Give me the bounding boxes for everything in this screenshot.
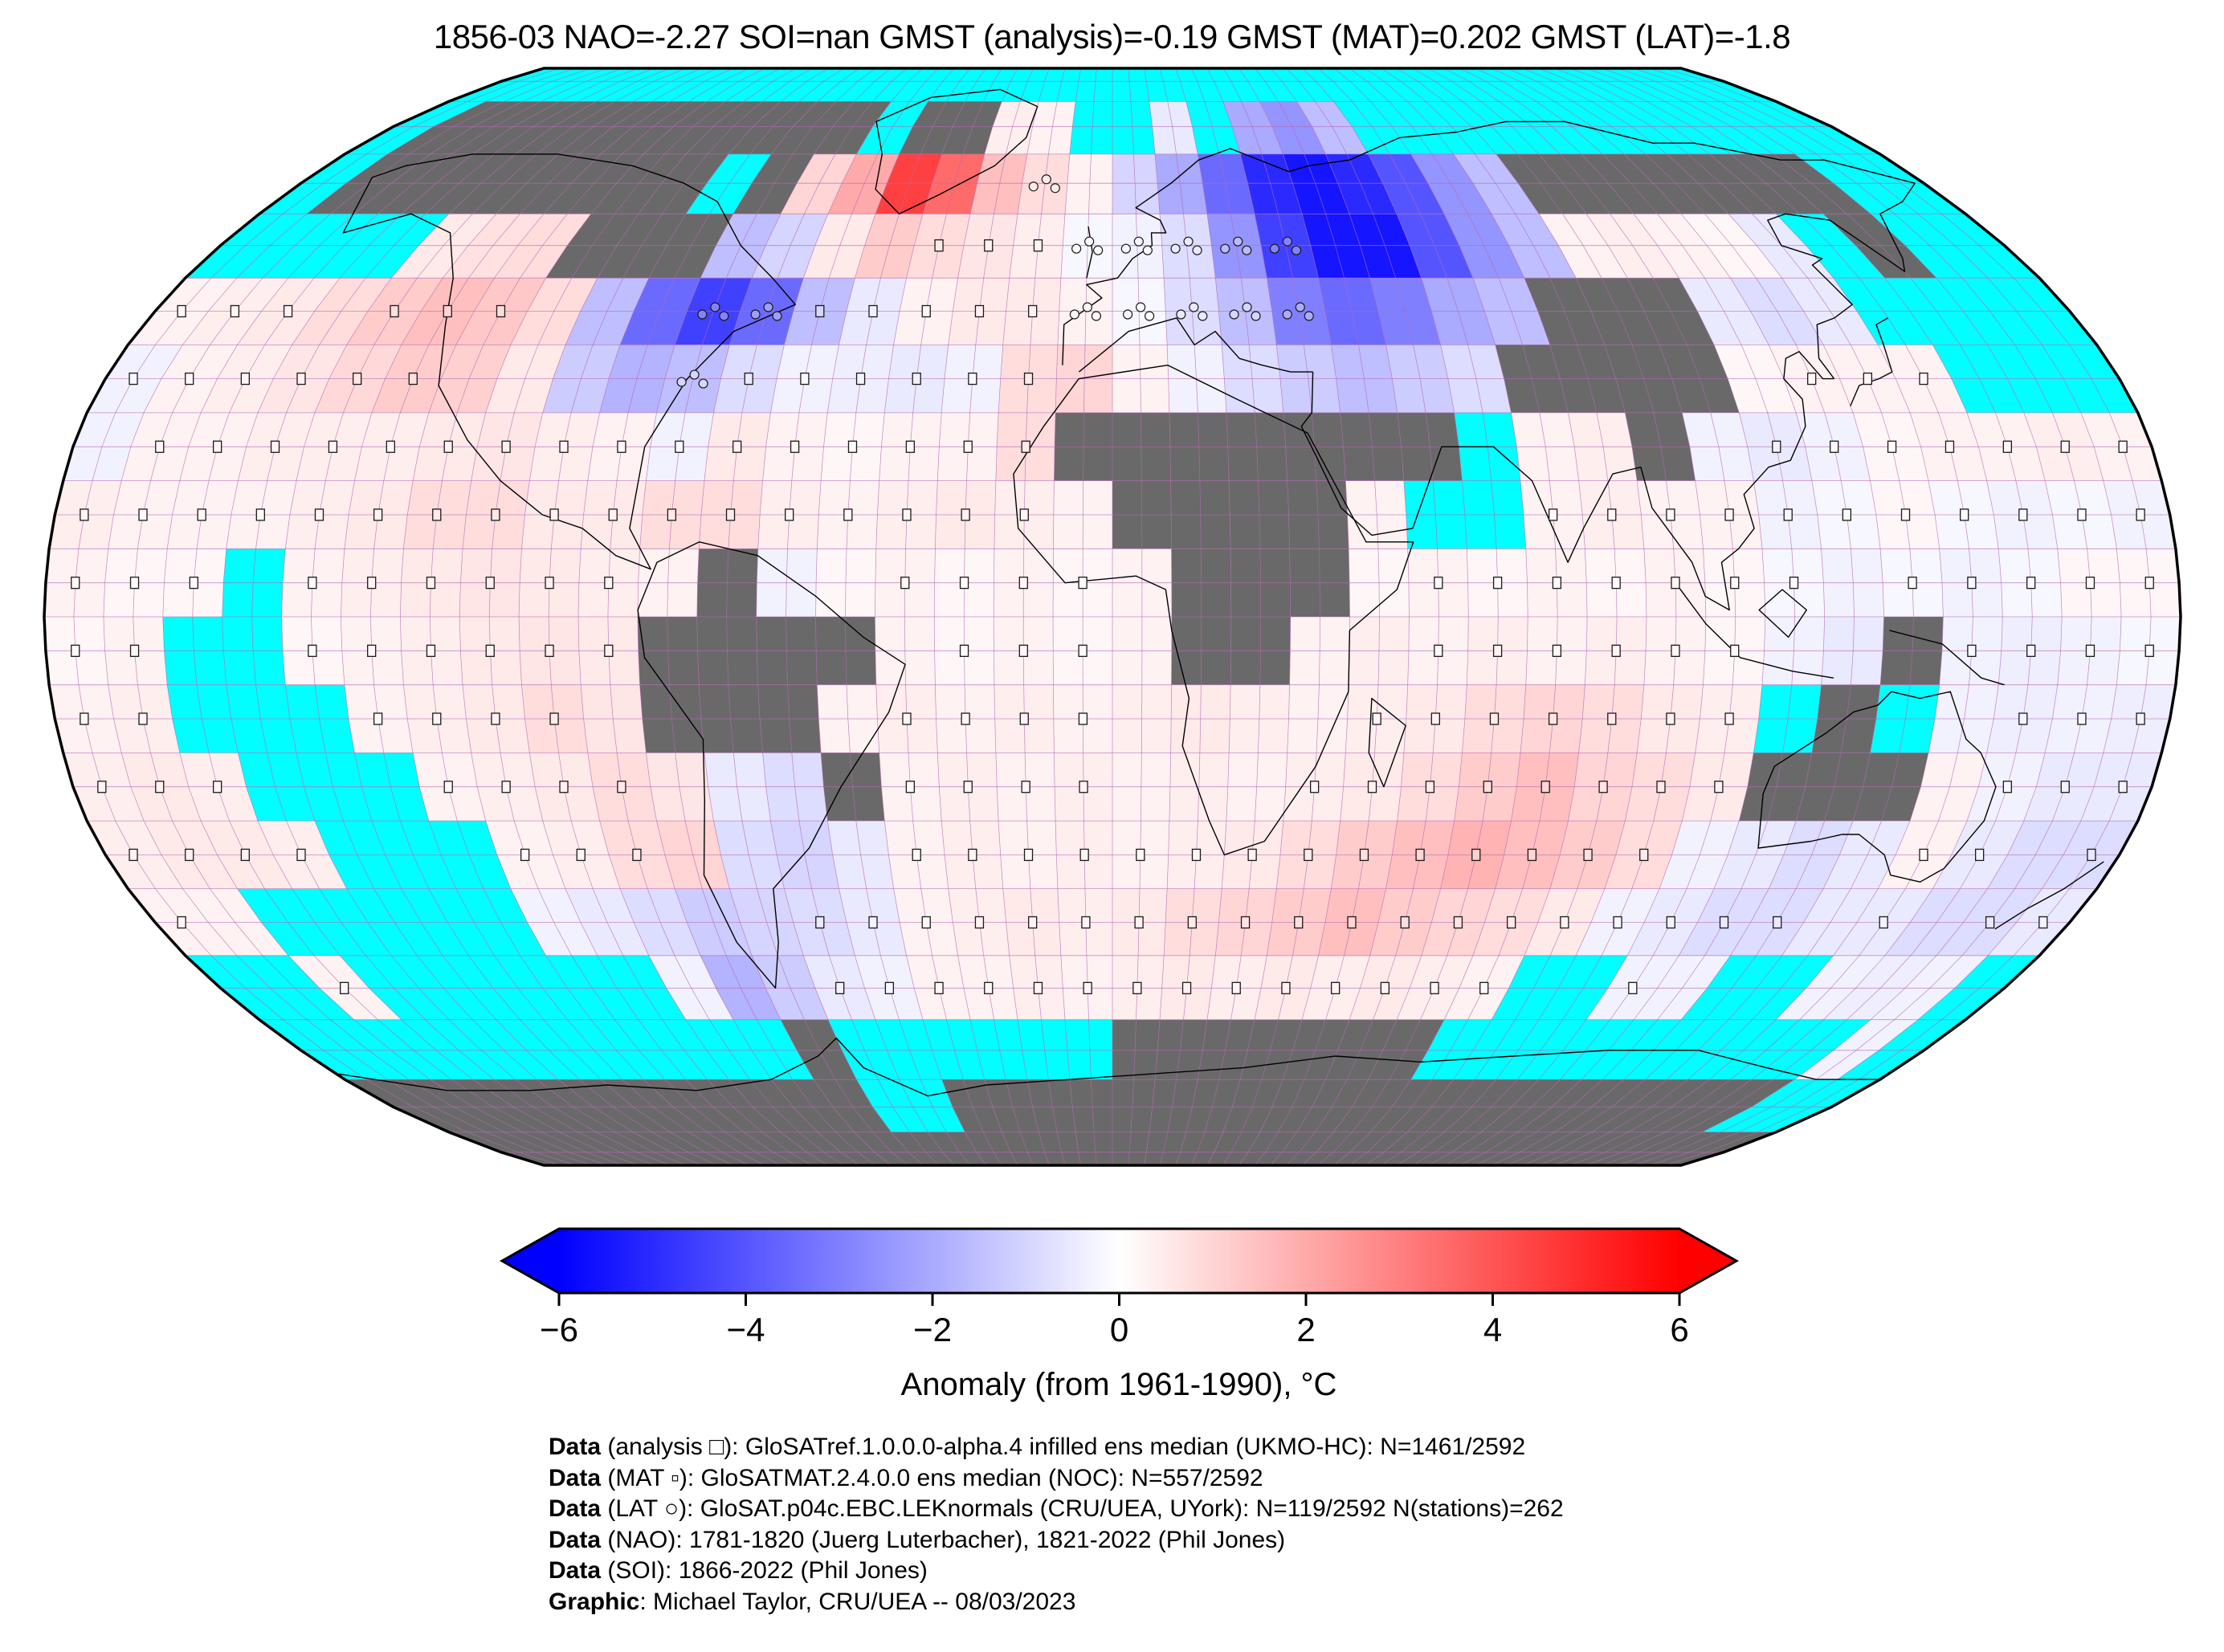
credit-line: Graphic: Michael Taylor, CRU/UEA -- 08/0… [549, 1587, 1564, 1618]
graticule [43, 67, 2181, 1166]
colorbar-tick: 6 [1670, 1311, 1689, 1348]
colorbar-tick: 2 [1296, 1311, 1316, 1348]
credit-line-label: Data [549, 1434, 602, 1460]
colorbar-arrow-bar [499, 1227, 1740, 1295]
credit-line-label: Data [549, 1464, 602, 1491]
colorbar-tick: −6 [540, 1311, 578, 1348]
colorbar-tick-marks [557, 1293, 1681, 1306]
credits-block: Data (analysis □): GloSATref.1.0.0.0-alp… [549, 1432, 1564, 1618]
credit-line-label: Data [549, 1557, 602, 1585]
credit-line-text: : Michael Taylor, CRU/UEA -- 08/03/2023 [639, 1588, 1076, 1615]
credit-line: Data (SOI): 1866-2022 (Phil Jones) [549, 1556, 1564, 1587]
credit-line: Data (analysis □): GloSATref.1.0.0.0-alp… [549, 1432, 1564, 1463]
credit-line: Data (MAT ▫): GloSATMAT.2.4.0.0 ens medi… [549, 1463, 1564, 1495]
map-outline [43, 67, 2182, 1167]
colorbar-axis-label: Anomaly (from 1961-1990), °C [900, 1367, 1337, 1402]
colorbar-tick: 4 [1483, 1311, 1503, 1348]
colorbar-tick: −4 [726, 1311, 765, 1348]
credit-line-text: (NAO): 1781-1820 (Juerg Luterbacher), 18… [601, 1526, 1286, 1553]
credit-line-text: (analysis □): GloSATref.1.0.0.0-alpha.4 … [601, 1434, 1526, 1460]
colorbar [499, 1227, 1740, 1306]
credit-line-label: Graphic [549, 1588, 640, 1615]
coastlines [336, 88, 2104, 1097]
credit-line-label: Data [549, 1495, 602, 1523]
obs-markers [71, 174, 2154, 994]
colorbar-tick: 0 [1109, 1311, 1129, 1348]
credit-line-text: (SOI): 1866-2022 (Phil Jones) [601, 1557, 928, 1585]
figure-title: 1856-03 NAO=-2.27 SOI=nan GMST (analysis… [433, 18, 1791, 55]
colorbar-tick: −2 [913, 1311, 952, 1348]
credit-line: Data (NAO): 1781-1820 (Juerg Luterbacher… [549, 1525, 1564, 1556]
credit-line-text: (LAT ○): GloSAT.p04c.EBC.LEKnormals (CRU… [601, 1495, 1564, 1523]
credit-line-label: Data [549, 1526, 602, 1553]
credit-line-text: (MAT ▫): GloSATMAT.2.4.0.0 ens median (N… [601, 1464, 1263, 1491]
credit-line: Data (LAT ○): GloSAT.p04c.EBC.LEKnormals… [549, 1494, 1564, 1525]
